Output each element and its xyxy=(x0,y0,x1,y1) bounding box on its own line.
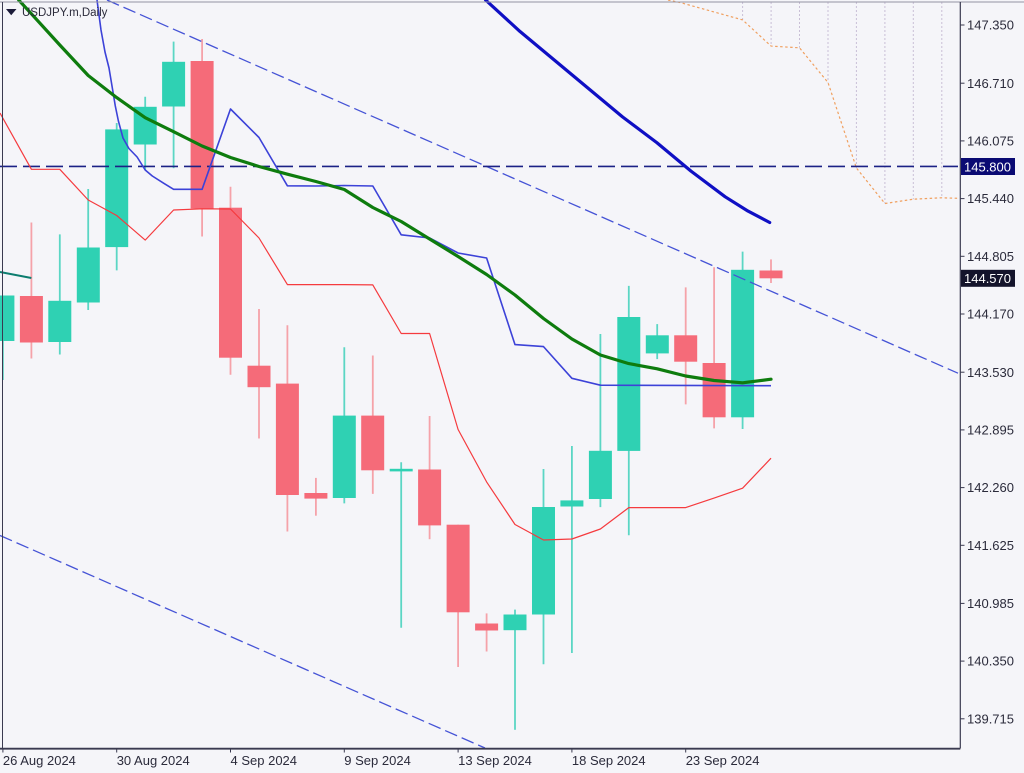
svg-text:30 Aug 2024: 30 Aug 2024 xyxy=(117,753,190,768)
svg-text:139.715: 139.715 xyxy=(967,711,1014,726)
svg-text:9 Sep 2024: 9 Sep 2024 xyxy=(344,753,411,768)
svg-text:4 Sep 2024: 4 Sep 2024 xyxy=(231,753,298,768)
svg-text:147.350: 147.350 xyxy=(967,18,1014,33)
svg-text:18 Sep 2024: 18 Sep 2024 xyxy=(572,753,646,768)
svg-text:145.440: 145.440 xyxy=(967,191,1014,206)
svg-text:144.170: 144.170 xyxy=(967,307,1014,322)
svg-text:USDJPY.m,Daily: USDJPY.m,Daily xyxy=(22,7,108,19)
svg-text:140.985: 140.985 xyxy=(967,596,1014,611)
svg-text:13 Sep 2024: 13 Sep 2024 xyxy=(458,753,532,768)
svg-text:145.800: 145.800 xyxy=(964,159,1011,174)
svg-text:146.075: 146.075 xyxy=(967,134,1014,149)
svg-text:141.625: 141.625 xyxy=(967,538,1014,553)
svg-text:23 Sep 2024: 23 Sep 2024 xyxy=(686,753,760,768)
svg-text:144.570: 144.570 xyxy=(964,271,1011,286)
svg-text:142.260: 142.260 xyxy=(967,480,1014,495)
svg-text:26 Aug 2024: 26 Aug 2024 xyxy=(3,753,76,768)
svg-text:143.530: 143.530 xyxy=(967,365,1014,380)
svg-text:142.895: 142.895 xyxy=(967,423,1014,438)
svg-text:140.350: 140.350 xyxy=(967,654,1014,669)
svg-text:146.710: 146.710 xyxy=(967,76,1014,91)
svg-text:144.805: 144.805 xyxy=(967,249,1014,264)
